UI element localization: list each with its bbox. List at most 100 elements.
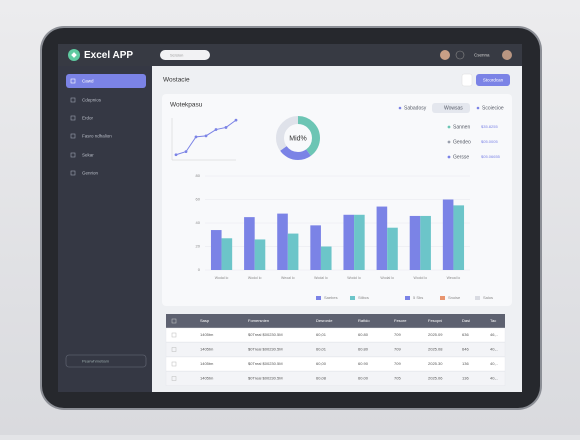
sidebar-icon [70, 133, 76, 139]
table-cell: 1405tm [200, 332, 214, 337]
table-cell: 60,01 [316, 332, 327, 337]
toggle-chip[interactable] [432, 103, 470, 113]
table-cell: 705 [394, 376, 401, 381]
checkbox[interactable] [171, 347, 177, 352]
legend-swatch [316, 296, 321, 300]
bar [343, 214, 355, 270]
table-cell: $0Treal $00230.5M [248, 361, 283, 366]
legend-label: Stlbcs [358, 295, 369, 300]
table-row [165, 356, 506, 372]
search-placeholder: Scrsion [170, 53, 183, 58]
sidebar-footer: Pearwhrnetiarn [82, 359, 109, 364]
table-cell: 136 [462, 361, 469, 366]
legend-label: Saebes [324, 295, 338, 300]
x-tick-label: Weoal lo [281, 276, 295, 280]
sidebar-item[interactable]: Cdepnios [82, 98, 102, 103]
line-point [204, 134, 208, 138]
list-value: $05.06655 [481, 154, 501, 159]
toggle-value: Wowsas [444, 105, 463, 111]
sidebar-item[interactable]: Genrion [82, 171, 99, 176]
page-title: Wostacie [163, 77, 190, 84]
avatar[interactable] [502, 50, 512, 60]
user-name[interactable]: Csenna [474, 53, 490, 58]
x-tick-label: Weoal lo [447, 276, 461, 280]
bar [210, 230, 222, 270]
checkbox[interactable] [171, 318, 177, 324]
y-tick-label: 0 [198, 267, 201, 272]
line-point [174, 153, 178, 157]
checkbox[interactable] [171, 376, 177, 381]
toggle-dot [398, 106, 402, 110]
table-cell: 60.90 [358, 361, 369, 366]
sidebar-item[interactable]: Fasro ndhalion [82, 134, 112, 139]
legend-label: Snoise [448, 295, 461, 300]
table-header-cell: Tac [490, 318, 496, 323]
sidebar-item[interactable]: Cawd [82, 79, 94, 84]
table-row [165, 371, 506, 386]
table-cell: 40,.. [490, 376, 498, 381]
bar [409, 215, 421, 270]
primary-button[interactable] [476, 74, 510, 86]
sidebar-item[interactable]: Sekar [82, 153, 94, 158]
bar [244, 217, 255, 270]
table-cell: $0Treal $00230.5M [248, 347, 283, 352]
bar [221, 238, 233, 270]
x-tick-label: Wodol lo [248, 276, 262, 280]
y-tick-label: 60 [196, 197, 201, 202]
legend-label: Salos [483, 295, 493, 300]
table-cell: 2025.08 [428, 347, 443, 352]
donut-segment [276, 116, 320, 160]
checkbox[interactable] [171, 361, 177, 367]
bar [387, 227, 398, 270]
table-cell: 46,.. [490, 332, 498, 337]
bar [420, 215, 431, 270]
sidebar-icon [70, 97, 76, 103]
table-cell: 60,01 [316, 347, 327, 352]
bar [277, 213, 288, 270]
table-cell: $0Treal $00230.5M [248, 332, 283, 337]
y-tick-label: 80 [196, 173, 201, 178]
panel-title: Wotekpasu [170, 102, 203, 109]
line-point [194, 135, 198, 139]
icon-button[interactable] [461, 73, 473, 87]
table-cell: 1405tm [200, 361, 214, 366]
list-label: Gersse [453, 154, 469, 160]
toggle-label[interactable]: Scoiecioe [482, 105, 504, 111]
line-point [214, 128, 218, 131]
x-tick-label: Wodal lo [314, 276, 328, 280]
table-cell: 2025.09 [428, 332, 443, 337]
toggle-label[interactable]: Sabadosy [404, 105, 427, 111]
table-header-cell: Rafido [358, 318, 370, 323]
legend-swatch [475, 296, 480, 300]
sidebar-active[interactable] [66, 74, 146, 88]
x-tick-label: Wodol lo [414, 276, 428, 280]
table-cell: 40,.. [490, 347, 498, 352]
donut-center: Mid% [289, 135, 307, 142]
table-cell: 1405tm [200, 376, 214, 381]
sidebar-footer-box[interactable] [65, 354, 147, 368]
search-box[interactable] [160, 50, 210, 60]
avatar[interactable] [440, 50, 450, 60]
table-header-cell: Sasp [200, 318, 210, 323]
bar [354, 214, 365, 270]
table-header-cell: Desrorde [316, 318, 333, 323]
sidebar-icon [70, 152, 76, 158]
table-header-cell: Fesore [394, 318, 407, 323]
legend-swatch [440, 296, 445, 300]
table-cell: 709 [394, 332, 401, 337]
line-point [234, 118, 238, 122]
table-header-cell: Fomersnien [248, 318, 269, 323]
notification-icon[interactable] [455, 50, 465, 60]
list-dot [447, 140, 451, 144]
sidebar-item[interactable]: Erdor [82, 116, 94, 121]
toggle-dot [476, 106, 480, 110]
bar [453, 205, 465, 270]
checkbox[interactable] [171, 332, 177, 338]
table-cell: 1405tm [200, 347, 214, 352]
topbar [58, 44, 522, 66]
table-header-cell: Fesopni [428, 318, 442, 323]
table-cell: 636 [462, 332, 469, 337]
table-cell: 60,00 [316, 361, 327, 366]
legend-swatch [405, 296, 410, 300]
